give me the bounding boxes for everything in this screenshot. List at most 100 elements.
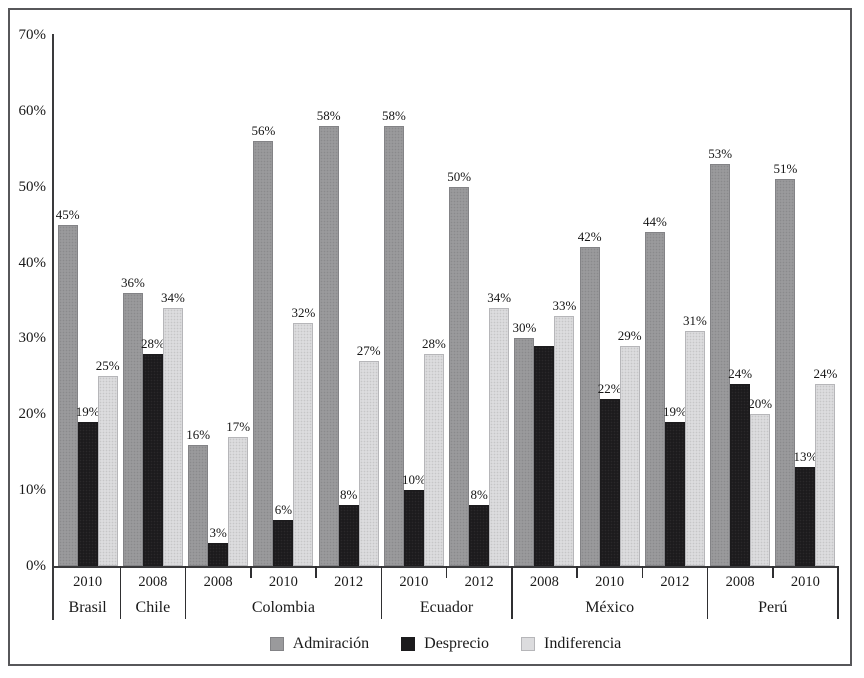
bar-value-label: 17% (226, 419, 251, 435)
bar-admiracion-mexico-2012 (644, 232, 665, 566)
year-tick-mark (445, 566, 448, 578)
y-axis-tick-label: 30% (18, 330, 47, 347)
bar-indiferencia-mexico-2012 (684, 330, 705, 566)
y-axis-tick-label: 70% (18, 27, 47, 43)
y-axis-tick-label: 50% (18, 178, 47, 195)
bar-value-label: 8% (470, 487, 488, 503)
bar-desprecio-mexico-2008 (534, 346, 555, 566)
bar-desprecio-colombia-2010 (273, 520, 294, 566)
bar-value-label: 29% (617, 328, 642, 343)
bar-value-label: 24% (728, 365, 753, 381)
x-axis-country-label: Colombia (251, 599, 315, 616)
bar-value-label: 25% (95, 358, 120, 374)
country-separator (119, 566, 121, 619)
bar-value-label: 44% (642, 214, 667, 230)
bar-desprecio-colombia-2008 (208, 543, 229, 566)
x-axis-country-label: Ecuador (419, 599, 474, 616)
bar-value-label: 34% (160, 290, 185, 306)
legend: Admiración Desprecio Indiferencia (52, 631, 839, 657)
y-axis-tick-label: 10% (18, 482, 47, 499)
bar-admiracion-ecuador-2012 (449, 186, 470, 566)
bar-admiracion-colombia-2008 (188, 444, 209, 566)
legend-swatch-indiferencia (521, 637, 535, 651)
bar-indiferencia-ecuador-2012 (489, 308, 510, 566)
bar-desprecio-ecuador-2010 (403, 490, 424, 566)
bar-indiferencia-peru-2008 (750, 414, 771, 566)
bar-value-label: 20% (748, 396, 773, 412)
x-axis-year-label: 2012 (334, 574, 364, 590)
bar-value-label: 13% (793, 449, 818, 465)
bar-value-label: 28% (421, 335, 446, 351)
year-tick-mark (250, 566, 252, 578)
legend-item-indiferencia: Indiferencia (521, 634, 621, 654)
bar-desprecio-brasil-2010 (77, 421, 98, 566)
bar-desprecio-chile-2008 (142, 353, 163, 566)
bar-desprecio-colombia-2012 (338, 505, 359, 566)
x-axis-year-label: 2012 (464, 574, 494, 590)
bar-admiracion-peru-2008 (710, 163, 731, 566)
x-axis-country-label: Perú (758, 599, 788, 616)
x-axis-year-label: 2010 (595, 574, 625, 590)
x-axis-year-label: 2008 (203, 574, 233, 590)
legend-swatch-desprecio (401, 637, 416, 651)
legend-label: Desprecio (424, 635, 489, 652)
bar-admiracion-ecuador-2010 (383, 126, 404, 566)
bar-desprecio-peru-2010 (795, 467, 816, 566)
bar-value-label: 53% (708, 145, 733, 161)
x-axis-line (52, 566, 839, 568)
bar-value-label: 56% (251, 123, 276, 139)
country-separator (184, 566, 187, 619)
legend-item-desprecio: Desprecio (401, 634, 489, 654)
year-tick-mark (772, 566, 774, 578)
legend-label: Indiferencia (544, 635, 622, 652)
bar-value-label: 6% (274, 502, 293, 518)
country-separator (706, 566, 709, 619)
legend-swatch-admiracion (269, 637, 284, 651)
bar-desprecio-peru-2008 (730, 383, 751, 566)
bar-value-label: 58% (316, 108, 341, 124)
bar-indiferencia-mexico-2010 (619, 346, 640, 566)
legend-label: Admiración (292, 635, 370, 652)
bar-value-label: 32% (291, 305, 316, 321)
y-axis-tick-label: 20% (18, 406, 47, 423)
y-axis-tick-label: 60% (18, 102, 47, 119)
x-axis-country-label: Brasil (68, 599, 107, 616)
x-axis-year-label: 2012 (660, 574, 690, 590)
bar-value-label: 28% (140, 335, 165, 351)
bar-admiracion-mexico-2008 (514, 338, 535, 566)
bar-value-label: 10% (401, 472, 426, 488)
bar-value-label: 24% (813, 365, 838, 381)
bar-value-label: 27% (356, 343, 381, 359)
x-axis-year-label: 2010 (268, 574, 298, 590)
bar-desprecio-ecuador-2012 (469, 505, 490, 566)
bar-admiracion-brasil-2010 (57, 224, 78, 566)
bar-value-label: 22% (597, 381, 622, 397)
bar-value-label: 45% (55, 206, 80, 222)
y-axis-tick-label: 40% (18, 254, 47, 271)
bar-value-label: 19% (662, 403, 687, 419)
year-tick-mark (315, 566, 317, 578)
bar-indiferencia-colombia-2008 (228, 437, 249, 566)
bar-value-label: 34% (487, 290, 512, 306)
bar-indiferencia-peru-2010 (815, 383, 836, 566)
bar-admiracion-mexico-2010 (579, 247, 600, 566)
x-axis-year-label: 2010 (790, 574, 820, 590)
x-axis-year-label: 2010 (73, 574, 103, 590)
y-axis-line (52, 34, 54, 620)
bar-value-label: 33% (552, 297, 577, 313)
bar-indiferencia-ecuador-2010 (423, 353, 444, 566)
bar-value-label: 50% (447, 168, 472, 184)
bar-value-label: 3% (209, 525, 227, 541)
bar-admiracion-peru-2010 (775, 179, 796, 566)
bar-value-label: 58% (381, 108, 406, 124)
bar-admiracion-chile-2008 (122, 292, 143, 566)
country-separator (511, 566, 513, 619)
bar-admiracion-colombia-2012 (318, 126, 339, 566)
bar-value-label: 30% (512, 320, 537, 336)
x-axis-country-label: Chile (135, 599, 171, 616)
bar-value-label: 51% (773, 161, 798, 177)
year-tick-mark (641, 566, 643, 578)
bar-desprecio-mexico-2010 (599, 399, 620, 566)
bar-indiferencia-chile-2008 (162, 308, 183, 566)
